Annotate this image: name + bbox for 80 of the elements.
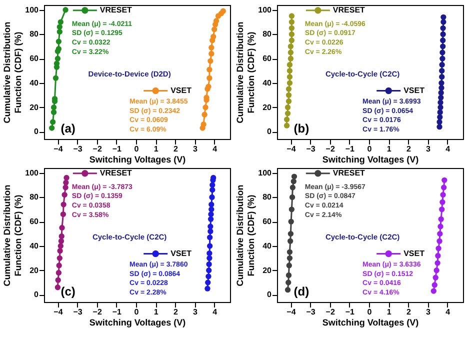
y-tick-label: 60 <box>30 54 40 64</box>
x-tick-label: 0 <box>367 308 372 316</box>
x-axis-title: Switching Voltages (V) <box>89 318 186 328</box>
x-tick-label: 3 <box>426 308 432 316</box>
x-tick-label: −3 <box>73 308 83 316</box>
y-tick-label: 100 <box>25 5 40 14</box>
legend-label: VSET <box>404 248 425 258</box>
x-axis-title: Switching Voltages (V) <box>89 154 186 164</box>
x-tick-label: 1 <box>154 144 159 154</box>
x-tick-label: 0 <box>134 308 140 316</box>
legend-label: VRESET <box>332 168 366 178</box>
x-tick-label: −4 <box>54 144 64 154</box>
x-tick-label: 4 <box>446 308 451 316</box>
y-tick-label: 20 <box>262 266 272 275</box>
x-tick-label: −2 <box>326 308 336 316</box>
x-tick-label: −3 <box>73 144 83 154</box>
y-tick-label: 60 <box>262 217 272 226</box>
x-tick-label: −2 <box>92 308 102 316</box>
x-tick-label: −1 <box>112 144 122 154</box>
x-tick-label: 4 <box>212 144 218 154</box>
y-tick-label: 40 <box>30 78 40 88</box>
legend-label: VRESET <box>100 5 132 14</box>
y-axis-title: Cumulative Distribution Function (CDF) (%) <box>235 184 256 286</box>
y-tick-label: 20 <box>262 102 272 112</box>
x-tick-label: 1 <box>386 144 392 154</box>
y-tick-label: 20 <box>30 266 40 275</box>
x-tick-label: −4 <box>286 144 296 154</box>
x-tick-label: −1 <box>345 144 356 154</box>
legend-label: VSET <box>404 86 425 95</box>
x-tick-label: −1 <box>345 308 356 316</box>
x-tick-label: 0 <box>134 144 140 154</box>
x-tick-label: −4 <box>286 308 296 316</box>
x-tick-label: 2 <box>173 308 178 316</box>
x-tick-label: −4 <box>54 308 64 316</box>
x-tick-label: 4 <box>212 308 218 316</box>
annotation: (d) <box>294 284 310 298</box>
y-axis-title: Cumulative Distribution Function (CDF) (%) <box>2 184 24 286</box>
y-tick-label: 60 <box>30 217 40 226</box>
y-tick-label: 100 <box>25 168 40 178</box>
x-tick-label: 3 <box>193 308 198 316</box>
legend-label: VSET <box>170 86 192 95</box>
x-tick-label: −3 <box>306 308 316 316</box>
annotation: (a) <box>60 121 76 136</box>
x-tick-label: −2 <box>92 144 102 154</box>
x-tick-label: −1 <box>112 308 122 316</box>
x-tick-label: 2 <box>173 144 178 154</box>
y-tick-label: 0 <box>34 290 40 300</box>
x-axis-title: Switching Voltages (V) <box>322 318 419 328</box>
y-tick-label: 0 <box>267 290 272 300</box>
x-tick-label: 0 <box>367 144 372 154</box>
y-tick-label: 80 <box>262 192 272 202</box>
y-tick-label: 40 <box>30 241 40 250</box>
y-tick-label: 0 <box>267 127 272 136</box>
y-tick-label: 80 <box>30 192 40 202</box>
legend-label: VSET <box>170 248 192 258</box>
x-tick-label: 1 <box>386 308 392 316</box>
y-tick-label: 20 <box>30 102 40 112</box>
legend-label: VRESET <box>100 168 132 178</box>
y-tick-label: 100 <box>258 168 272 178</box>
legend-label: VRESET <box>332 5 366 14</box>
x-tick-label: 2 <box>406 308 412 316</box>
annotation: (c) <box>60 284 76 298</box>
x-tick-label: 1 <box>154 308 159 316</box>
x-tick-label: 3 <box>426 144 432 154</box>
y-tick-label: 60 <box>262 54 272 64</box>
x-tick-label: −2 <box>326 144 336 154</box>
y-tick-label: 40 <box>262 78 272 88</box>
x-tick-label: 4 <box>446 144 451 154</box>
x-tick-label: −3 <box>306 144 316 154</box>
y-tick-label: 80 <box>262 30 272 39</box>
annotation: (b) <box>294 121 310 136</box>
y-tick-label: 80 <box>30 30 40 39</box>
y-tick-label: 100 <box>258 5 272 14</box>
y-axis-title: Cumulative Distribution Function (CDF) (%) <box>2 22 24 124</box>
x-axis-title: Switching Voltages (V) <box>322 154 419 164</box>
y-axis-title: Cumulative Distribution Function (CDF) (%) <box>235 22 256 124</box>
y-tick-label: 0 <box>34 127 40 136</box>
x-tick-label: 3 <box>193 144 198 154</box>
x-tick-label: 2 <box>406 144 412 154</box>
y-tick-label: 40 <box>262 241 272 250</box>
